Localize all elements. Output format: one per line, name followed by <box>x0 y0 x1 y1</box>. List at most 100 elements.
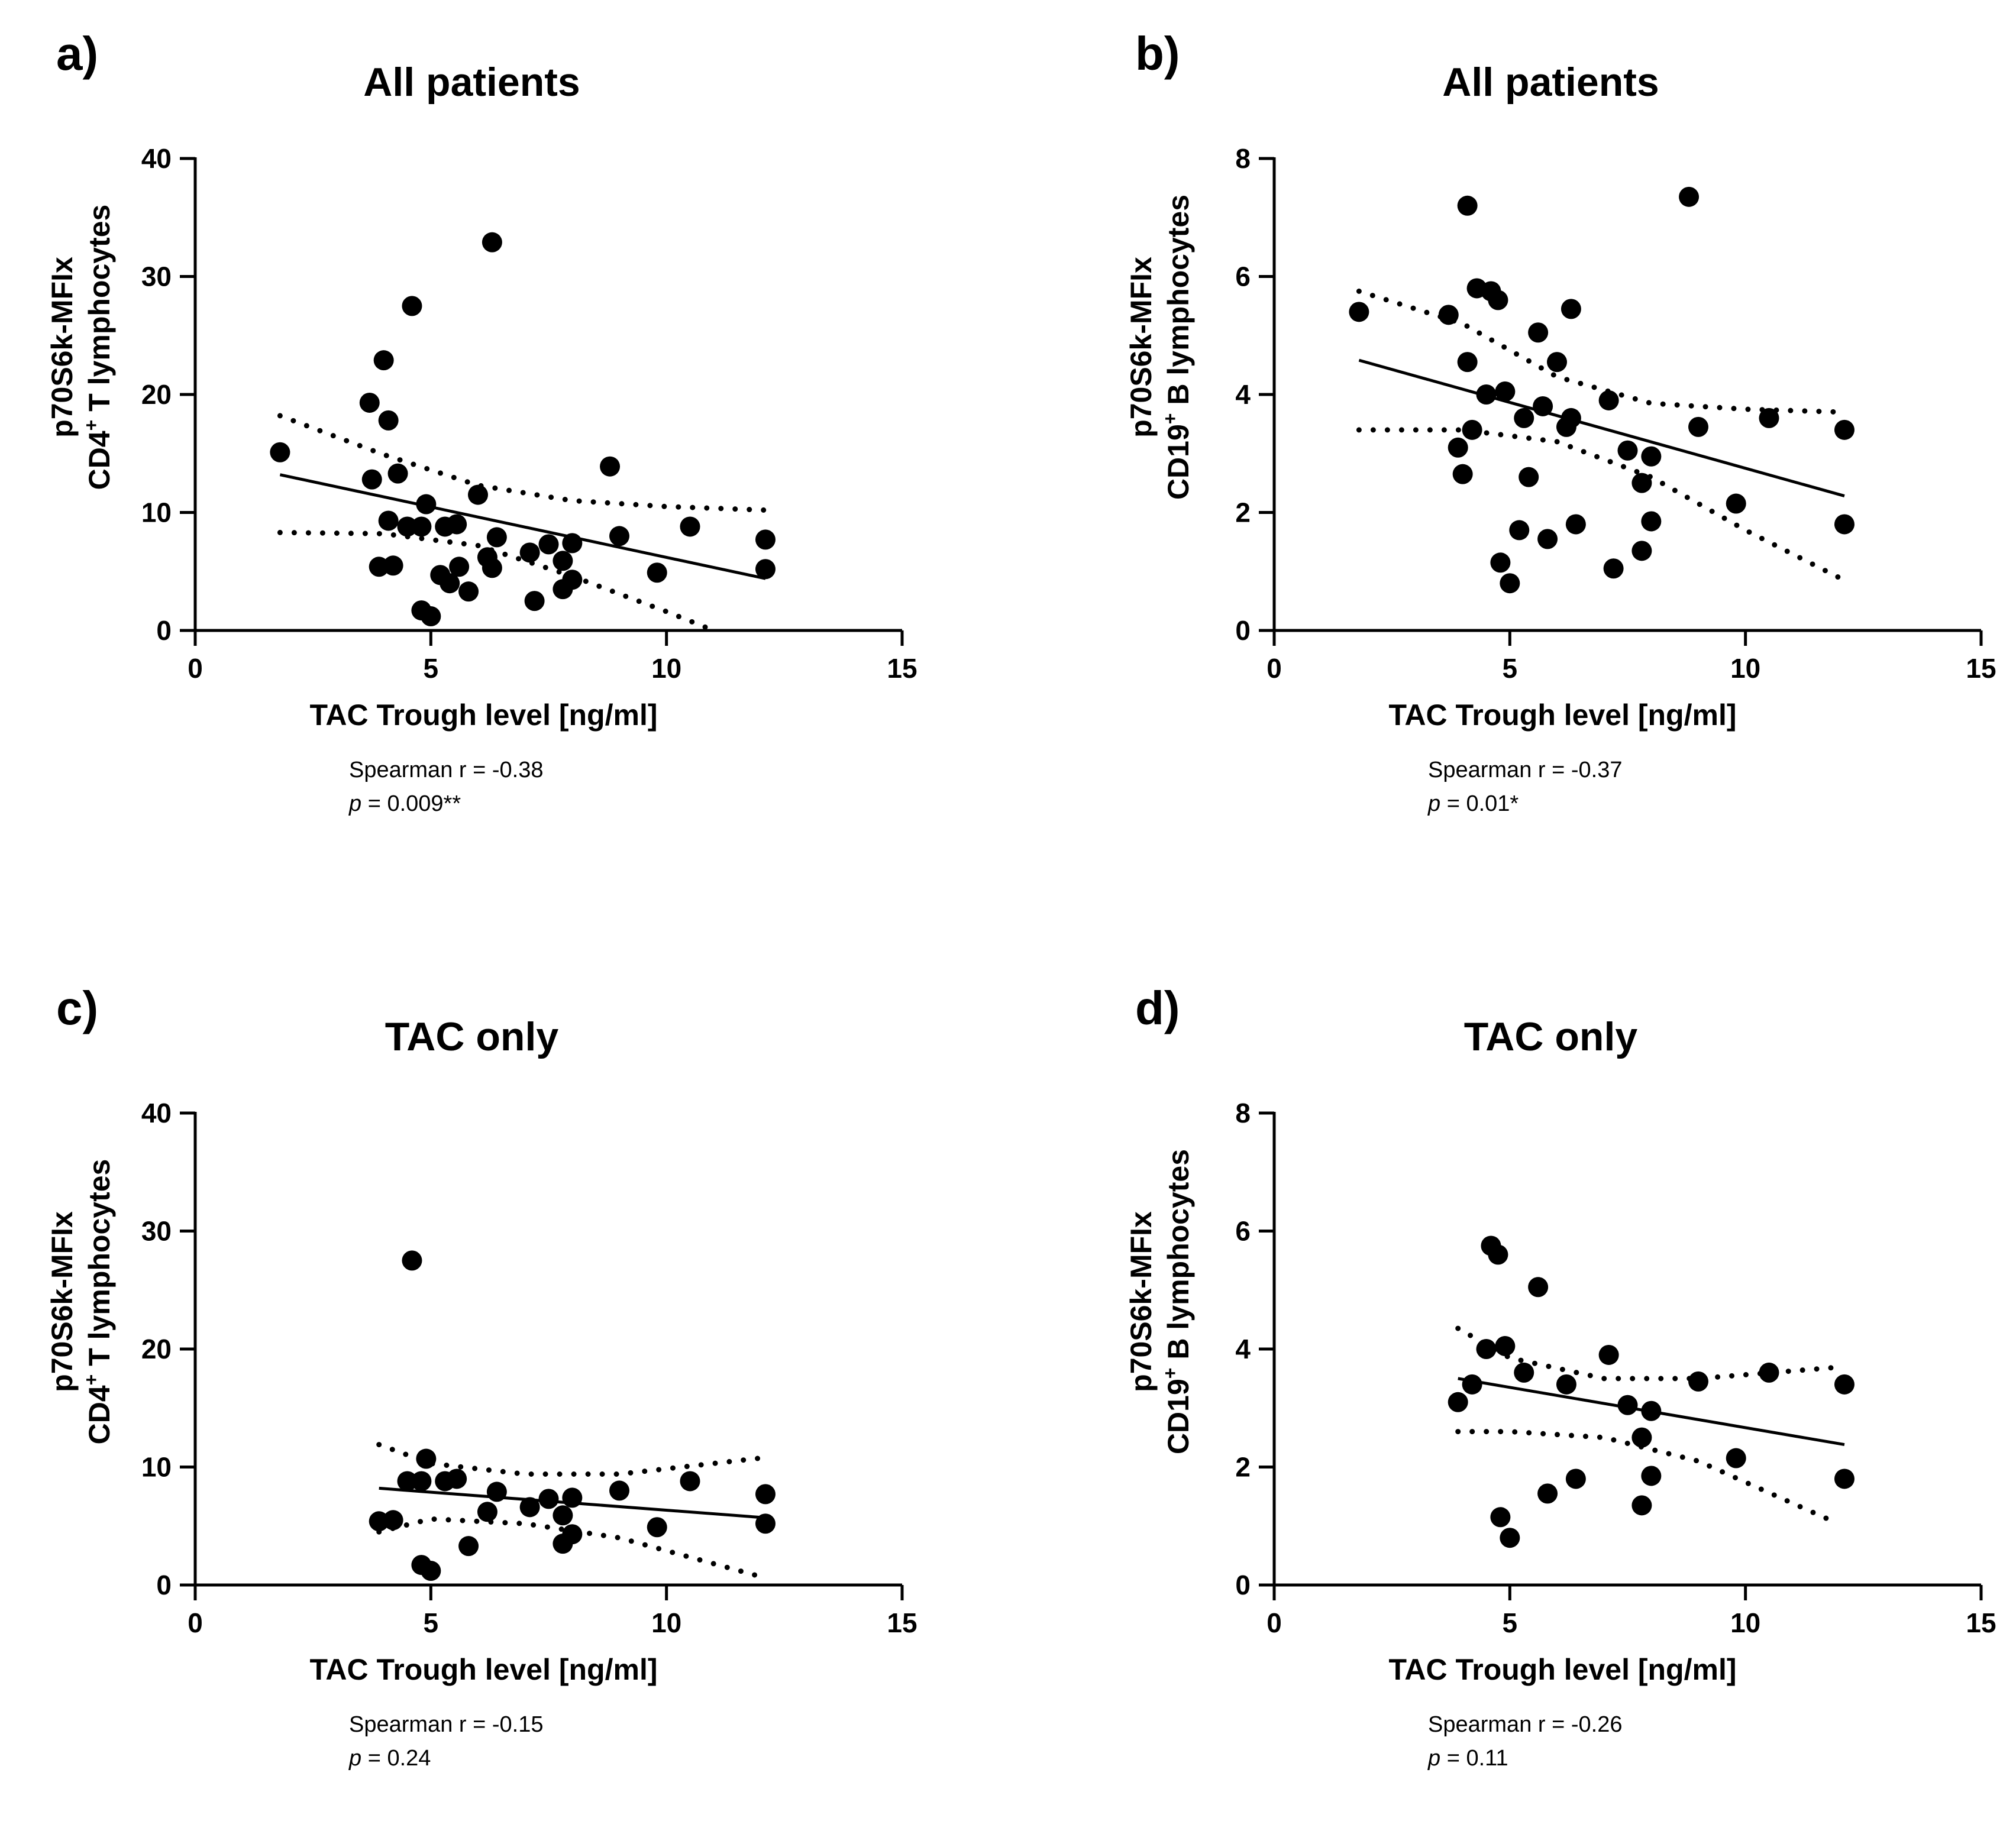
data-point <box>755 1484 776 1505</box>
p-value: = 0.01* <box>1440 791 1519 816</box>
data-point <box>647 1517 667 1538</box>
data-point <box>383 1510 403 1531</box>
data-point <box>755 559 776 580</box>
data-point <box>562 533 583 554</box>
data-point <box>562 1524 583 1545</box>
confidence-band-upper <box>277 413 768 513</box>
p-symbol: p <box>348 1746 361 1771</box>
data-point <box>1462 1374 1482 1395</box>
data-point <box>1514 1362 1534 1383</box>
y-tick-label: 30 <box>141 1216 172 1247</box>
confidence-band-upper <box>1356 288 1847 415</box>
data-point <box>1598 1344 1619 1365</box>
data-point <box>1547 352 1567 373</box>
data-point <box>1561 299 1581 319</box>
confidence-band-lower <box>1356 427 1847 583</box>
data-point <box>1759 1362 1779 1383</box>
y-tick-label: 40 <box>141 1098 172 1128</box>
y-tick-label: 4 <box>1235 1334 1251 1364</box>
data-point <box>411 516 432 537</box>
data-point <box>538 1489 559 1509</box>
figure: a) All patients 0 10 20 30 40 0 5 10 15 TAC Trough … <box>0 0 2016 1771</box>
spearman-r-text: Spearman r = -0.26 <box>1428 1712 1622 1737</box>
data-point <box>1688 416 1708 437</box>
y-tick-label: 10 <box>141 1452 172 1483</box>
panel-label: d) <box>1135 982 1180 1034</box>
chart-svg-c: c) TAC only 0 10 20 30 40 0 5 10 15 TAC Trough leve… <box>46 982 917 1771</box>
data-point <box>421 606 441 627</box>
data-point <box>1537 1483 1558 1504</box>
panel-b: b) All patients 0 2 4 6 8 0 5 10 15 TAC Trough leve… <box>1079 0 2016 892</box>
data-point <box>1631 1427 1652 1448</box>
data-point <box>680 516 700 537</box>
spearman-r-text: Spearman r = -0.38 <box>349 758 543 782</box>
data-point <box>1641 1400 1662 1421</box>
p-value: = 0.009** <box>361 791 461 816</box>
x-axis-label: TAC Trough level [ng/ml] <box>310 698 658 732</box>
chart-title: TAC only <box>385 1014 559 1059</box>
data-point <box>1617 1395 1638 1415</box>
x-tick-label: 15 <box>1966 1607 1996 1638</box>
y-axis-label-line2: CD4+ T lymphocytes <box>80 1159 116 1445</box>
p-value: = 0.24 <box>361 1746 431 1771</box>
x-tick-label: 0 <box>188 1607 203 1638</box>
chart-title: TAC only <box>1464 1014 1638 1059</box>
data-point <box>440 573 460 594</box>
panel-label: c) <box>56 982 98 1034</box>
y-axis-label-line1: p70S6k-MFIx <box>1125 257 1158 438</box>
y-tick-label: 0 <box>156 615 172 646</box>
data-point <box>1631 473 1652 493</box>
x-tick-label: 5 <box>424 1607 439 1638</box>
data-point <box>1514 407 1534 428</box>
data-point <box>1457 352 1478 373</box>
p-value: = 0.11 <box>1440 1746 1508 1771</box>
y-axis-label-sup: + <box>80 1374 102 1386</box>
data-point <box>1500 1528 1520 1548</box>
x-tick-label: 10 <box>1730 653 1760 684</box>
panel-a: a) All patients 0 10 20 30 40 0 5 10 15 TAC Trough … <box>0 0 1008 892</box>
spearman-r-text: Spearman r = -0.15 <box>349 1712 543 1737</box>
data-point <box>270 442 290 462</box>
data-point <box>397 516 418 537</box>
data-point <box>458 581 479 602</box>
data-point <box>609 526 629 546</box>
x-tick-label: 5 <box>1503 1607 1518 1638</box>
data-point <box>1528 1277 1549 1298</box>
x-tick-label: 0 <box>1267 653 1282 684</box>
data-point <box>486 527 507 548</box>
data-point <box>1448 1392 1468 1412</box>
panel-label: b) <box>1135 27 1180 80</box>
y-axis-label-suffix: B lymphocytes <box>1162 1149 1195 1368</box>
data-point <box>1834 1468 1855 1489</box>
data-point <box>1490 1507 1511 1528</box>
y-tick-label: 6 <box>1235 261 1251 292</box>
data-point <box>538 534 559 555</box>
p-symbol: p <box>1427 1746 1440 1771</box>
data-point <box>1603 558 1624 579</box>
x-tick-label: 10 <box>651 1607 681 1638</box>
y-axis-label-cell: CD4 <box>83 431 116 490</box>
chart-title: All patients <box>1442 60 1659 105</box>
data-point <box>1598 390 1619 410</box>
data-point <box>553 1505 573 1526</box>
data-point <box>421 1561 441 1581</box>
data-point <box>361 469 382 490</box>
panel-d: d) TAC only 0 2 4 6 8 0 5 10 15 TAC Trough level [n… <box>1079 955 2016 1847</box>
data-point <box>1641 511 1662 532</box>
data-point <box>1448 437 1468 458</box>
y-tick-label: 8 <box>1235 1098 1251 1128</box>
x-tick-label: 0 <box>188 653 203 684</box>
x-tick-label: 5 <box>1503 653 1518 684</box>
y-axis-label-cell: CD19 <box>1162 1379 1195 1454</box>
data-point <box>1490 552 1511 573</box>
data-point <box>416 1448 437 1469</box>
data-point <box>524 591 545 612</box>
data-point <box>378 510 399 531</box>
data-point <box>1834 1374 1855 1395</box>
x-tick-label: 10 <box>1730 1607 1760 1638</box>
data-point <box>1488 1244 1508 1265</box>
data-point <box>1565 514 1586 535</box>
regression-line <box>1358 358 1845 497</box>
data-point <box>1509 520 1530 541</box>
x-tick-label: 5 <box>424 653 439 684</box>
